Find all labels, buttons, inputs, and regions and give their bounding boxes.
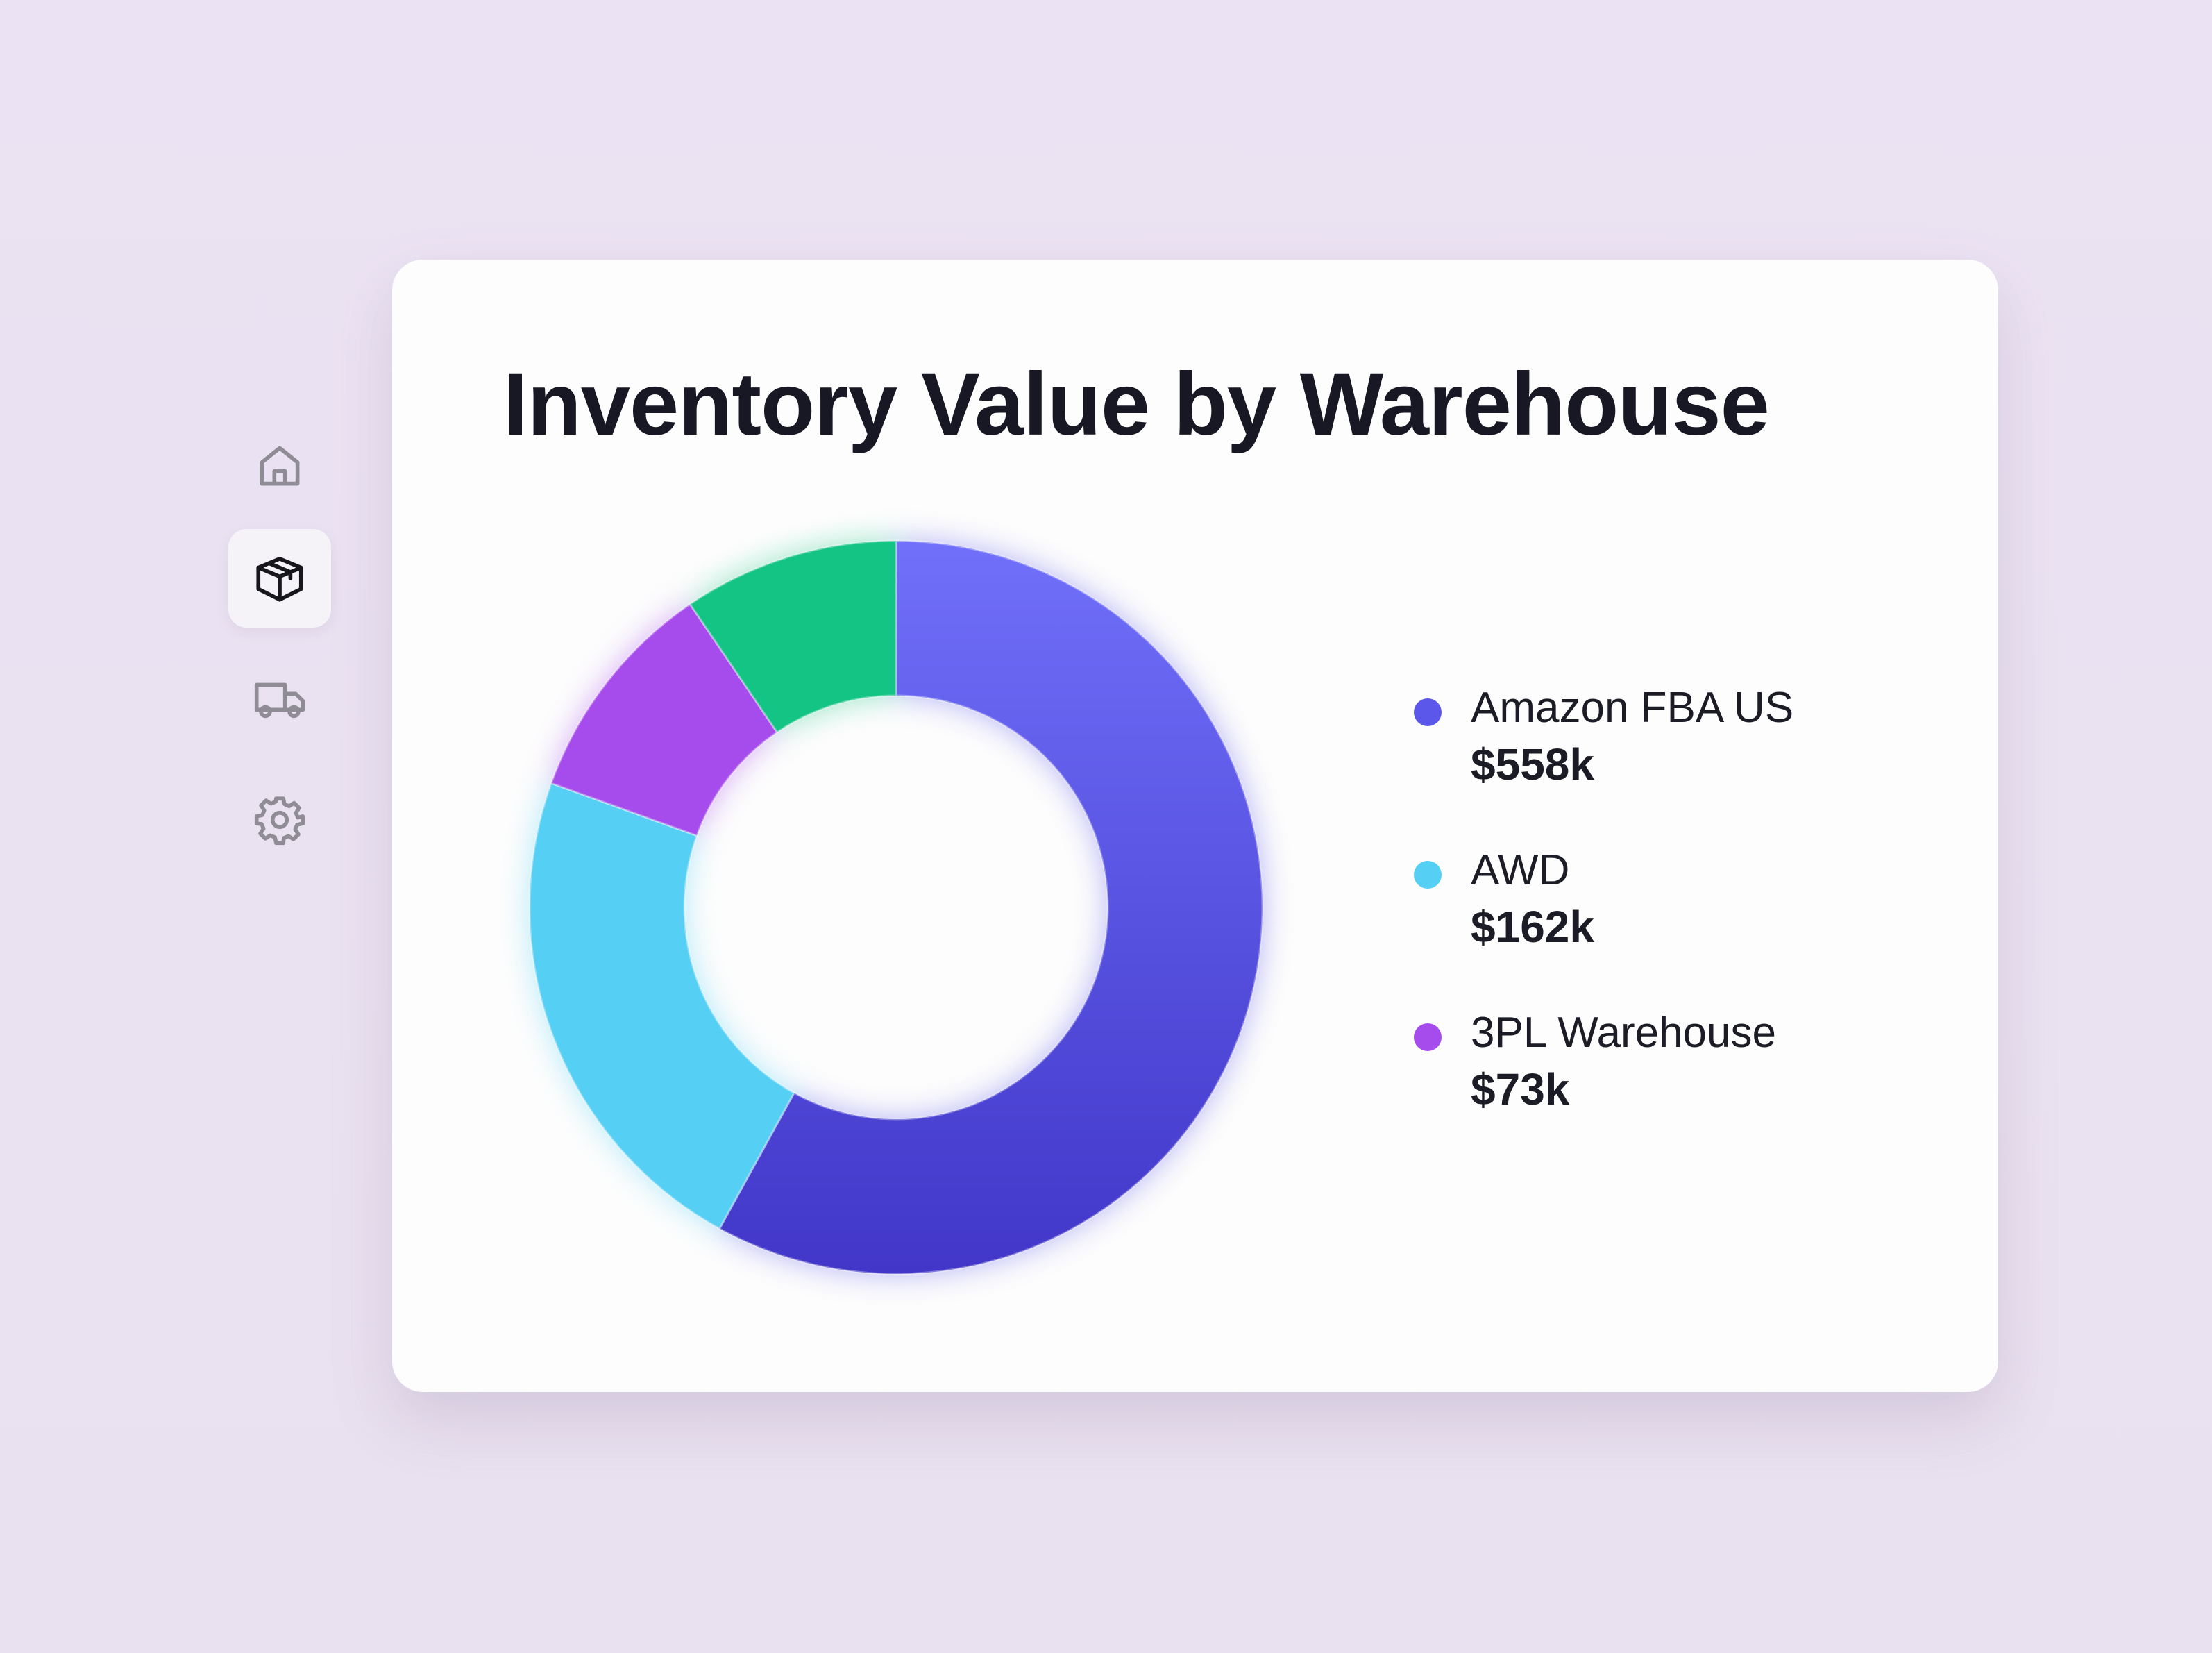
donut-slice-amazon-fba-us[interactable]	[718, 539, 1264, 1275]
sidebar-item-home[interactable]	[228, 417, 331, 515]
gear-icon	[254, 796, 305, 846]
legend-dot	[1414, 861, 1442, 889]
legend-dot	[1414, 1023, 1442, 1051]
chart-card: Inventory Value by Warehouse Amazon FBA …	[392, 260, 1998, 1392]
truck-icon	[254, 682, 305, 719]
legend-value: $558k	[1471, 739, 1594, 789]
legend-label: 3PL Warehouse	[1471, 1009, 1776, 1057]
sidebar-item-shipments[interactable]	[228, 650, 331, 748]
legend-value: $73k	[1471, 1064, 1570, 1114]
legend-dot	[1414, 698, 1442, 726]
legend-label: Amazon FBA US	[1471, 684, 1794, 732]
donut-slice-3pl-warehouse[interactable]	[550, 603, 779, 837]
legend-value: $162k	[1471, 902, 1594, 952]
legend-label: AWD	[1471, 846, 1570, 894]
sidebar-item-inventory[interactable]	[228, 529, 331, 628]
package-icon	[256, 556, 303, 602]
donut-slice-awd[interactable]	[528, 782, 796, 1230]
chart-title: Inventory Value by Warehouse	[503, 355, 1770, 454]
sidebar-item-settings[interactable]	[228, 771, 331, 869]
home-icon	[260, 446, 300, 486]
donut-slice[interactable]	[689, 539, 897, 734]
donut-chart	[528, 539, 1264, 1275]
